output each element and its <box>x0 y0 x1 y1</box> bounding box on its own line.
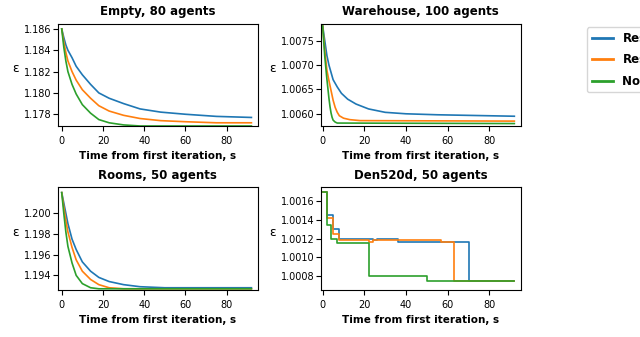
Title: Warehouse, 100 agents: Warehouse, 100 agents <box>342 5 499 18</box>
Y-axis label: ε: ε <box>12 62 19 75</box>
Y-axis label: ε: ε <box>269 62 275 75</box>
Legend: Res=1, Res=2, No res: Res=1, Res=2, No res <box>587 27 640 92</box>
X-axis label: Time from first iteration, s: Time from first iteration, s <box>79 151 236 161</box>
Title: Rooms, 50 agents: Rooms, 50 agents <box>98 169 217 182</box>
Title: Empty, 80 agents: Empty, 80 agents <box>100 5 215 18</box>
Y-axis label: ε: ε <box>269 226 276 239</box>
Title: Den520d, 50 agents: Den520d, 50 agents <box>354 169 488 182</box>
Y-axis label: ε: ε <box>12 226 19 239</box>
X-axis label: Time from first iteration, s: Time from first iteration, s <box>79 315 236 325</box>
X-axis label: Time from first iteration, s: Time from first iteration, s <box>342 315 499 325</box>
X-axis label: Time from first iteration, s: Time from first iteration, s <box>342 151 499 161</box>
